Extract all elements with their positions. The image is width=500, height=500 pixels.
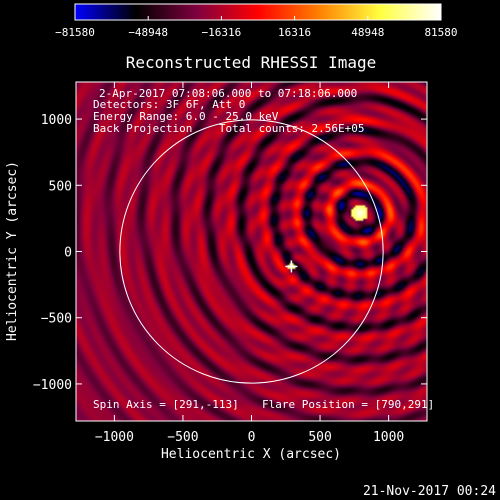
colorbar-tick-label: 81580 <box>424 26 457 39</box>
annotation-energy-range: Energy Range: 6.0 - 25.0 keV <box>93 110 279 123</box>
x-tick-label: 0 <box>248 430 256 445</box>
x-tick-label: 1000 <box>373 430 404 445</box>
y-tick-label: −500 <box>41 312 72 327</box>
spin-axis-label: Spin Axis = [291,-113] <box>93 398 239 411</box>
colorbar-tick-label: −16316 <box>202 26 242 39</box>
x-tick-label: −1000 <box>95 430 134 445</box>
colorbar-tick-label: 48948 <box>351 26 384 39</box>
heatmap-raster <box>76 82 427 421</box>
annotation-detectors: Detectors: 3F 6F, Att 0 <box>93 98 245 111</box>
timestamp: 21-Nov-2017 00:24 <box>363 484 496 499</box>
y-tick-label: −1000 <box>33 378 72 393</box>
x-axis-label: Heliocentric X (arcsec) <box>161 447 341 462</box>
colorbar-tick-label: −81580 <box>55 26 95 39</box>
y-axis-ticks: 1000 500 0 −500 −1000 <box>33 113 427 393</box>
x-axis-ticks: −1000 −500 0 500 1000 <box>95 82 404 445</box>
x-tick-label: 500 <box>308 430 331 445</box>
y-tick-label: 1000 <box>41 113 72 128</box>
plot-area: −1000 −500 0 500 1000 1000 500 0 −500 −1000 <box>33 81 428 445</box>
solar-limb-circle <box>119 119 384 384</box>
annotation-time-range: 2-Apr-2017 07:08:06.000 to 07:18:06.000 <box>99 87 357 100</box>
colorbar-ticks: −81580 −48948 −16316 16316 48948 81580 <box>55 16 458 39</box>
flare-position-marker <box>285 260 298 273</box>
flare-position-label: Flare Position = [790,291] <box>262 398 434 411</box>
x-tick-label: −500 <box>167 430 198 445</box>
y-tick-label: 500 <box>49 179 72 194</box>
back-projection-image <box>76 82 427 421</box>
colorbar-tick-label: −48948 <box>128 26 168 39</box>
colorbar <box>74 3 442 21</box>
annotation-method-counts: Back Projection Total counts: 2.56E+05 <box>93 122 365 135</box>
colorbar-tick-label: 16316 <box>278 26 311 39</box>
y-tick-label: 0 <box>64 246 72 261</box>
chart-title: Reconstructed RHESSI Image <box>126 53 376 72</box>
y-axis-label: Heliocentric Y (arcsec) <box>5 161 20 341</box>
